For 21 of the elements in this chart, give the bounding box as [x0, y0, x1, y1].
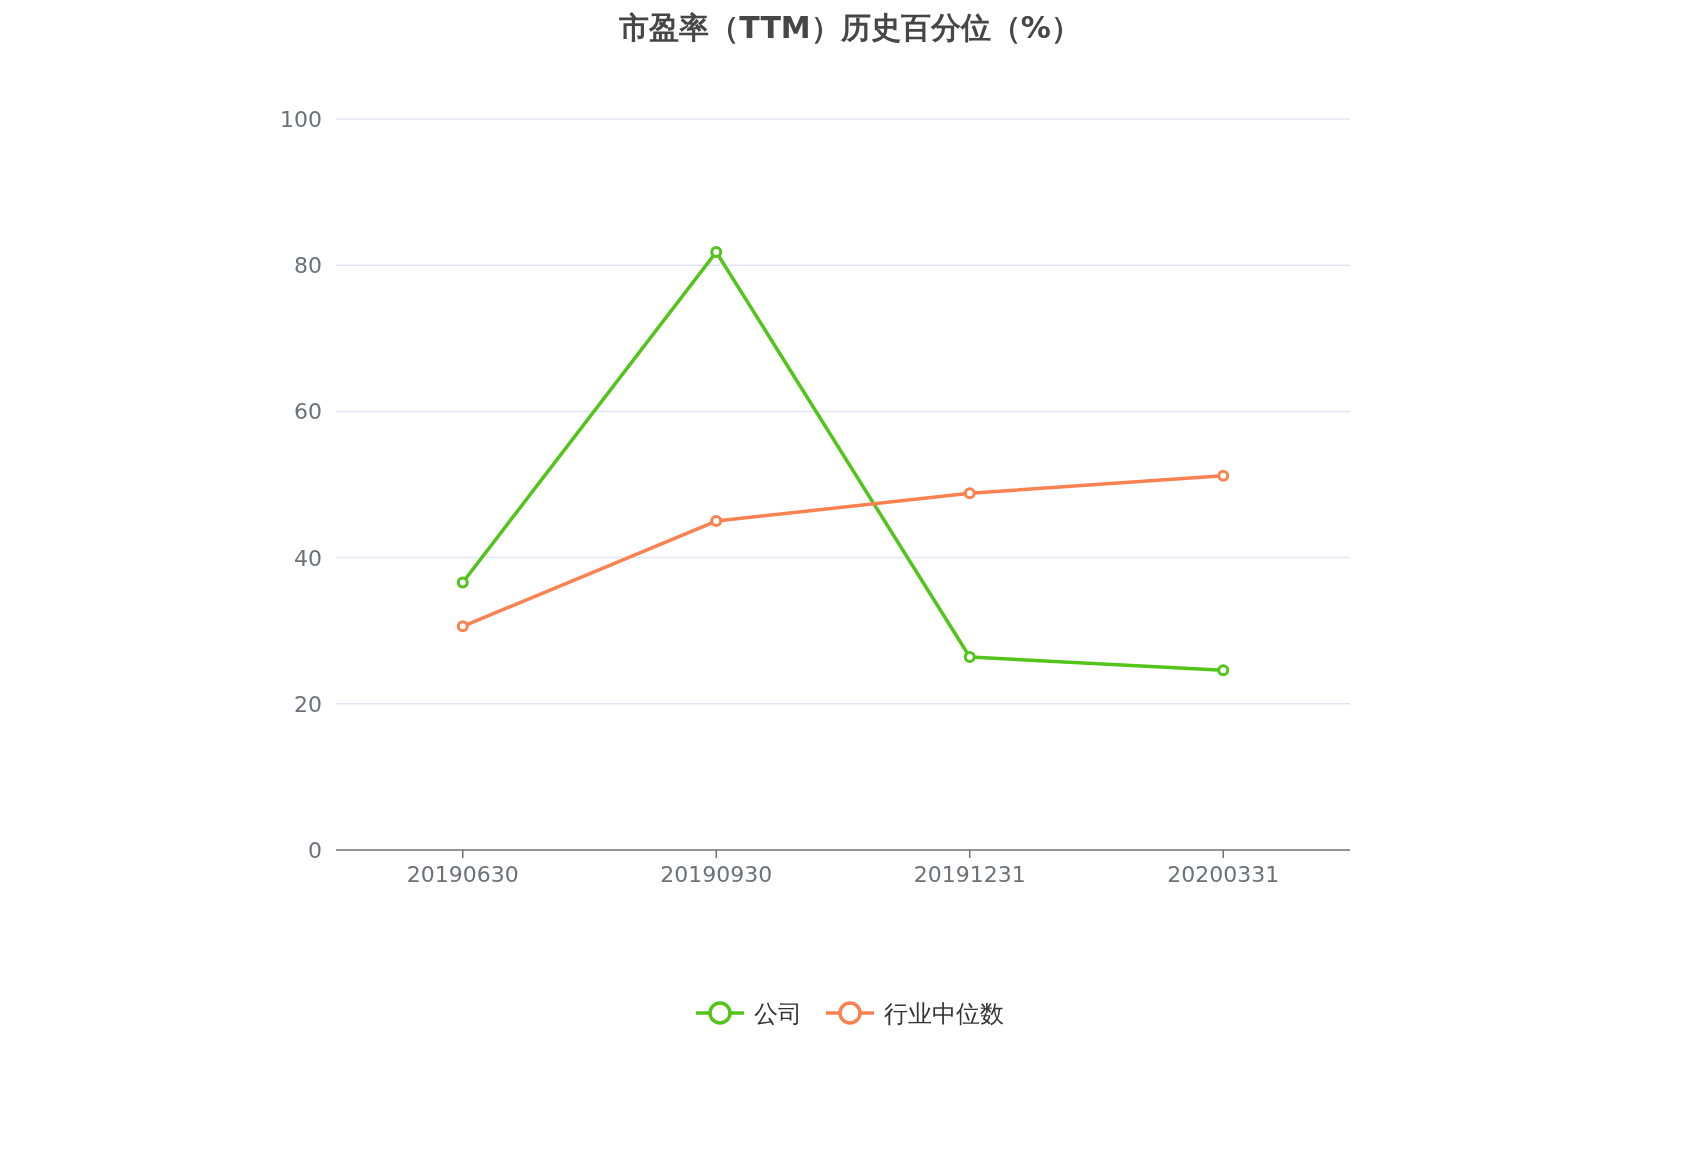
y-tick-label: 40 [294, 545, 322, 571]
point [710, 246, 723, 259]
y-tick-label: 80 [294, 253, 322, 279]
x-tick-label: 20191231 [913, 862, 1026, 887]
point [710, 515, 723, 528]
x-tick-label: 20190930 [660, 862, 773, 887]
point [963, 651, 976, 664]
point [456, 620, 469, 633]
legend-label: 公司 [754, 1000, 802, 1028]
chart-title: 市盈率（TTM）历史百分位（%） [618, 10, 1081, 45]
y-tick-label: 0 [308, 838, 322, 863]
x-tick-label: 20190630 [406, 862, 519, 887]
point [456, 576, 469, 589]
y-tick-label: 60 [294, 399, 322, 425]
point [1217, 469, 1230, 482]
y-tick-label: 20 [294, 691, 322, 717]
x-tick-label: 20200331 [1167, 862, 1280, 887]
legend-label: 行业中位数 [884, 1000, 1004, 1028]
y-tick-label: 100 [280, 107, 322, 132]
point [963, 487, 976, 500]
point [1217, 664, 1230, 677]
